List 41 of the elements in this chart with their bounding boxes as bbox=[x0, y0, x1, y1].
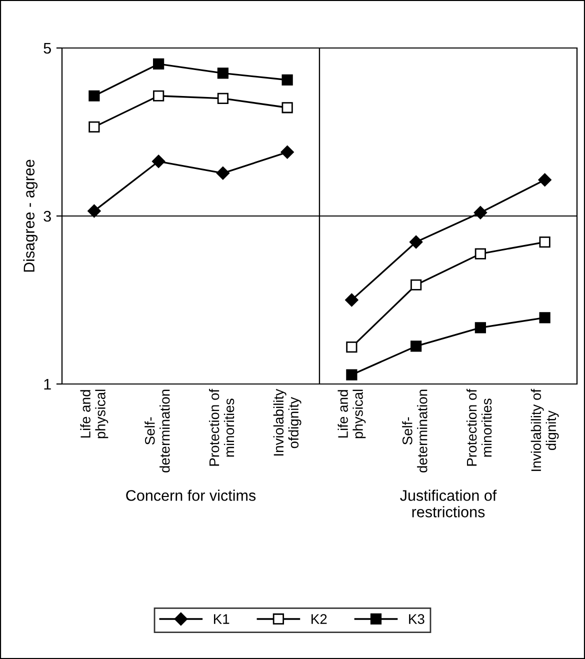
y-tick-label: 3 bbox=[44, 210, 51, 222]
x-tick-label: Self- determination bbox=[402, 390, 428, 472]
x-tick-label: Protection of minorities bbox=[466, 388, 492, 466]
y-tick-label: 5 bbox=[44, 43, 51, 54]
point bbox=[346, 341, 358, 353]
point bbox=[474, 322, 486, 334]
point bbox=[88, 121, 100, 133]
y-axis-title: Disagree - agree bbox=[23, 160, 38, 272]
point bbox=[345, 293, 358, 307]
point bbox=[410, 340, 422, 352]
point bbox=[217, 68, 228, 79]
point bbox=[88, 204, 101, 218]
x-tick-label: Inviolability of dignity bbox=[530, 388, 559, 471]
x-tick-label: Inviolability ofdignity bbox=[273, 388, 302, 456]
point bbox=[88, 90, 100, 102]
point bbox=[346, 369, 358, 380]
x-axis-title: Concern for victims bbox=[126, 490, 256, 501]
legend-label: K3 bbox=[409, 614, 424, 624]
point bbox=[538, 173, 552, 186]
x-tick-label: Protection of minorities bbox=[208, 388, 234, 466]
point bbox=[153, 58, 164, 70]
x-axis-title: Justification of restrictions bbox=[400, 490, 497, 518]
point bbox=[282, 102, 293, 114]
legend-label: K1 bbox=[214, 614, 230, 624]
point bbox=[474, 248, 486, 260]
x-tick-label: Life and physical bbox=[80, 390, 108, 438]
legend-label: K2 bbox=[312, 614, 327, 624]
y-tick-label: 1 bbox=[44, 379, 51, 390]
point bbox=[539, 312, 550, 324]
point bbox=[153, 90, 164, 102]
point bbox=[282, 74, 293, 86]
point bbox=[410, 279, 422, 290]
point bbox=[409, 235, 423, 249]
x-tick-label: Self- determination bbox=[144, 390, 170, 472]
x-tick-label: Life and physical bbox=[338, 390, 366, 438]
point bbox=[152, 154, 166, 168]
point bbox=[280, 146, 294, 159]
point bbox=[539, 236, 550, 248]
point bbox=[474, 206, 488, 220]
point bbox=[216, 166, 230, 180]
point bbox=[217, 92, 228, 104]
